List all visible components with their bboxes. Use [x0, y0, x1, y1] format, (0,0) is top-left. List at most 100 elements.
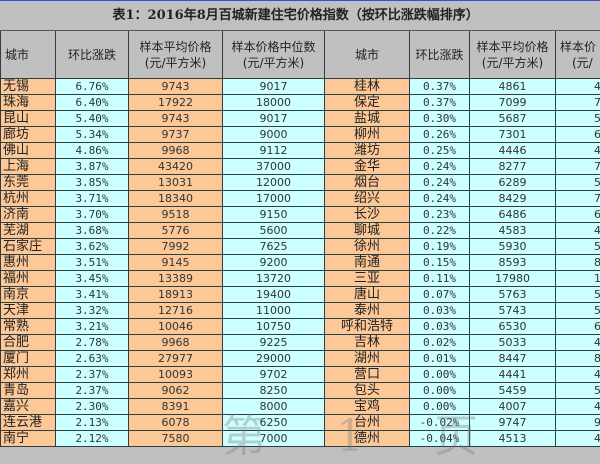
right-median-price: 9 — [556, 415, 600, 431]
right-mom-change: 0.24% — [410, 191, 470, 207]
header-avg-price: 样本平均价格(元/平方米) — [129, 31, 223, 79]
left-city: 惠州 — [1, 255, 56, 271]
left-city: 常熟 — [1, 319, 56, 335]
right-avg-price: 5743 — [470, 303, 556, 319]
right-city: 呼和浩特 — [325, 319, 410, 335]
left-avg-price: 5776 — [129, 223, 223, 239]
left-mom-change: 3.70% — [56, 207, 129, 223]
right-city: 柳州 — [325, 127, 410, 143]
right-median-price: 6 — [556, 127, 600, 143]
right-avg-price: 4007 — [470, 399, 556, 415]
right-avg-price: 4861 — [470, 79, 556, 95]
left-avg-price: 10046 — [129, 319, 223, 335]
right-city: 盐城 — [325, 111, 410, 127]
right-mom-change: 0.11% — [410, 271, 470, 287]
right-avg-price: 4446 — [470, 143, 556, 159]
right-city: 德州 — [325, 431, 410, 447]
left-mom-change: 3.68% — [56, 223, 129, 239]
right-median-price: 5 — [556, 287, 600, 303]
right-city: 泰州 — [325, 303, 410, 319]
left-city: 上海 — [1, 159, 56, 175]
left-median-price: 7625 — [223, 239, 325, 255]
left-city: 南宁 — [1, 431, 56, 447]
left-city: 连云港 — [1, 415, 56, 431]
price-index-table: 表1：2016年8月百城新建住宅价格指数（按环比涨跌幅排序） 城市 环比涨跌 样… — [0, 1, 600, 447]
right-avg-price: 8429 — [470, 191, 556, 207]
left-avg-price: 9743 — [129, 79, 223, 95]
left-mom-change: 3.62% — [56, 239, 129, 255]
right-mom-change: 0.26% — [410, 127, 470, 143]
right-avg-price: 7301 — [470, 127, 556, 143]
right-city: 潍坊 — [325, 143, 410, 159]
right-mom-change: 0.24% — [410, 159, 470, 175]
right-median-price: 1 — [556, 271, 600, 287]
left-median-price: 8250 — [223, 383, 325, 399]
right-city: 三亚 — [325, 271, 410, 287]
left-avg-price: 12716 — [129, 303, 223, 319]
left-city: 昆山 — [1, 111, 56, 127]
right-mom-change: 0.07% — [410, 287, 470, 303]
left-avg-price: 9743 — [129, 111, 223, 127]
left-mom-change: 2.78% — [56, 335, 129, 351]
left-median-price: 9017 — [223, 111, 325, 127]
right-mom-change: 0.02% — [410, 335, 470, 351]
right-avg-price: 7099 — [470, 95, 556, 111]
left-avg-price: 27977 — [129, 351, 223, 367]
left-avg-price: 9062 — [129, 383, 223, 399]
right-median-price: 7 — [556, 95, 600, 111]
left-median-price: 10750 — [223, 319, 325, 335]
left-mom-change: 6.76% — [56, 79, 129, 95]
header-avg-price-right: 样本平均价格(元/平方米) — [470, 31, 556, 79]
right-city: 湖州 — [325, 351, 410, 367]
right-median-price: 6 — [556, 319, 600, 335]
header-row: 城市 环比涨跌 样本平均价格(元/平方米) 样本价格中位数(元/平方米) 城市 … — [1, 31, 600, 79]
right-mom-change: 0.24% — [410, 175, 470, 191]
right-median-price: 6 — [556, 207, 600, 223]
left-mom-change: 3.51% — [56, 255, 129, 271]
left-mom-change: 2.13% — [56, 415, 129, 431]
left-mom-change: 2.30% — [56, 399, 129, 415]
right-mom-change: 0.23% — [410, 207, 470, 223]
right-median-price: 7 — [556, 159, 600, 175]
right-avg-price: 6289 — [470, 175, 556, 191]
left-avg-price: 9968 — [129, 143, 223, 159]
right-avg-price: 5459 — [470, 383, 556, 399]
left-city: 厦门 — [1, 351, 56, 367]
left-mom-change: 3.45% — [56, 271, 129, 287]
left-avg-price: 8391 — [129, 399, 223, 415]
left-mom-change: 2.12% — [56, 431, 129, 447]
left-avg-price: 9968 — [129, 335, 223, 351]
left-city: 石家庄 — [1, 239, 56, 255]
left-city: 佛山 — [1, 143, 56, 159]
right-mom-change: 0.00% — [410, 399, 470, 415]
right-avg-price: 8593 — [470, 255, 556, 271]
right-median-price: 5 — [556, 303, 600, 319]
left-median-price: 9150 — [223, 207, 325, 223]
left-mom-change: 3.41% — [56, 287, 129, 303]
left-median-price: 5600 — [223, 223, 325, 239]
right-median-price: 5 — [556, 383, 600, 399]
left-median-price: 9702 — [223, 367, 325, 383]
left-median-price: 11000 — [223, 303, 325, 319]
right-mom-change: 0.00% — [410, 383, 470, 399]
right-city: 吉林 — [325, 335, 410, 351]
left-city: 珠海 — [1, 95, 56, 111]
right-mom-change: -0.04% — [410, 431, 470, 447]
left-median-price: 17000 — [223, 191, 325, 207]
left-median-price: 7000 — [223, 431, 325, 447]
left-median-price: 12000 — [223, 175, 325, 191]
header-mom-change-right: 环比涨跌 — [410, 31, 470, 79]
right-mom-change: 0.25% — [410, 143, 470, 159]
right-avg-price: 5687 — [470, 111, 556, 127]
header-median-price-right: 样本价(元/ — [556, 31, 600, 79]
